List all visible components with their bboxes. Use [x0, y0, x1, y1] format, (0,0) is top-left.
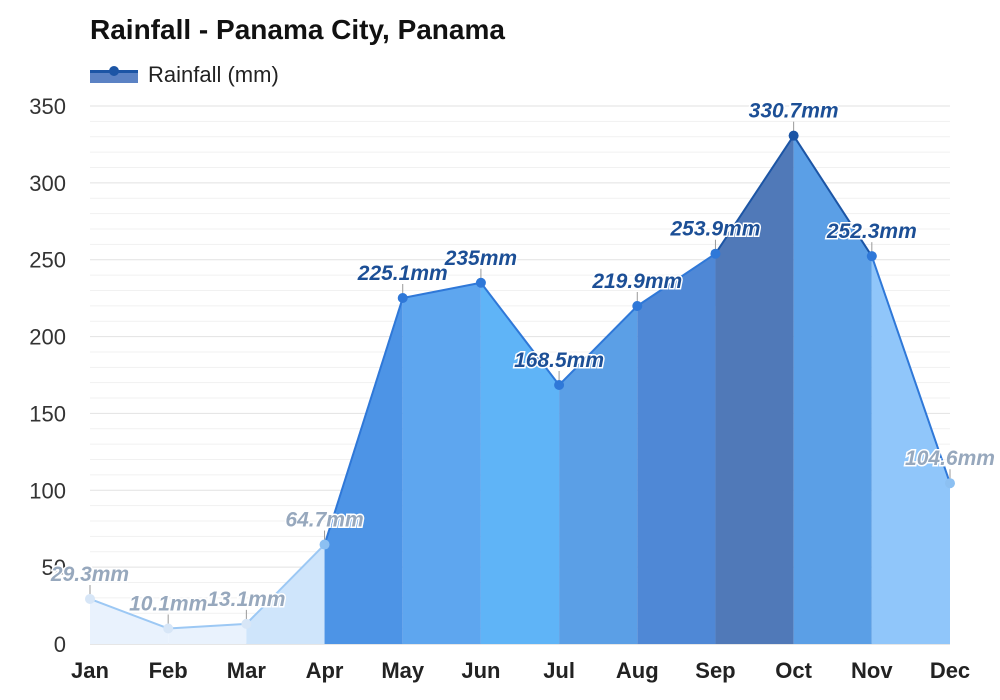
area-segment	[715, 135, 794, 644]
y-tick-label: 0	[54, 632, 66, 657]
data-label: 225.1mm	[357, 262, 448, 285]
y-tick-label: 250	[29, 248, 66, 273]
x-tick-label: Jul	[543, 658, 575, 683]
data-point	[85, 593, 95, 604]
area-segment	[480, 282, 560, 644]
series-line	[870, 255, 951, 484]
y-tick-label: 50	[42, 555, 66, 580]
chart-title: Rainfall - Panama City, Panama	[90, 14, 505, 45]
legend-swatch-icon	[90, 66, 138, 83]
series-line	[792, 135, 873, 257]
data-label: 64.7mm	[285, 509, 363, 532]
data-point	[866, 251, 877, 262]
series-line	[558, 305, 638, 386]
data-label: 253.9mm	[670, 218, 761, 241]
data-point	[397, 292, 408, 303]
data-label: 330.7mm	[749, 100, 839, 123]
data-point	[241, 618, 252, 629]
x-tick-label: Feb	[149, 658, 188, 683]
x-tick-label: Nov	[851, 658, 893, 683]
x-tick-label: Jan	[71, 658, 109, 683]
x-tick-label: Oct	[775, 658, 812, 683]
y-tick-label: 300	[29, 171, 66, 196]
data-label: 104.6mm	[905, 447, 995, 470]
chart-legend: Rainfall (mm)	[90, 60, 279, 90]
data-label: 10.1mm	[129, 592, 207, 615]
x-tick-label: Jun	[461, 658, 500, 683]
series-line	[245, 543, 326, 625]
y-tick-label: 100	[29, 478, 66, 503]
x-tick-label: May	[381, 658, 425, 683]
series-line	[89, 598, 169, 630]
area-segment	[871, 256, 950, 644]
y-tick-label: 150	[29, 401, 66, 426]
data-point	[945, 478, 955, 489]
x-tick-label: Sep	[695, 658, 735, 683]
y-tick-label: 200	[29, 325, 66, 350]
series-line	[402, 281, 482, 299]
data-point	[319, 539, 330, 550]
y-tick-label: 350	[29, 94, 66, 119]
area-segment	[637, 253, 716, 644]
data-label: 13.1mm	[207, 588, 285, 611]
area-segment	[793, 135, 872, 644]
data-label: 29.3mm	[50, 563, 129, 586]
area-segment	[90, 598, 169, 644]
data-point	[554, 379, 565, 390]
x-tick-label: Aug	[616, 658, 659, 683]
area-segment	[559, 305, 638, 644]
data-point	[632, 300, 643, 311]
area-segment	[402, 282, 481, 644]
series-line	[480, 282, 560, 386]
x-tick-label: Mar	[227, 658, 267, 683]
series-line	[714, 135, 795, 255]
area-segment	[168, 623, 247, 644]
x-tick-label: Dec	[930, 658, 970, 683]
data-label: 219.9mm	[591, 270, 682, 293]
x-tick-label: Apr	[306, 658, 344, 683]
series-line	[168, 622, 247, 630]
data-point	[710, 248, 721, 259]
data-label: 235mm	[444, 247, 517, 270]
area-segment	[324, 297, 403, 644]
data-point	[788, 130, 799, 141]
data-point	[163, 623, 174, 634]
data-label: 252.3mm	[826, 220, 917, 243]
data-point	[475, 277, 486, 288]
data-label: 168.5mm	[514, 349, 604, 372]
series-line	[636, 252, 717, 307]
area-segment	[246, 544, 325, 644]
series-line	[323, 297, 404, 545]
legend-label: Rainfall (mm)	[148, 62, 279, 87]
